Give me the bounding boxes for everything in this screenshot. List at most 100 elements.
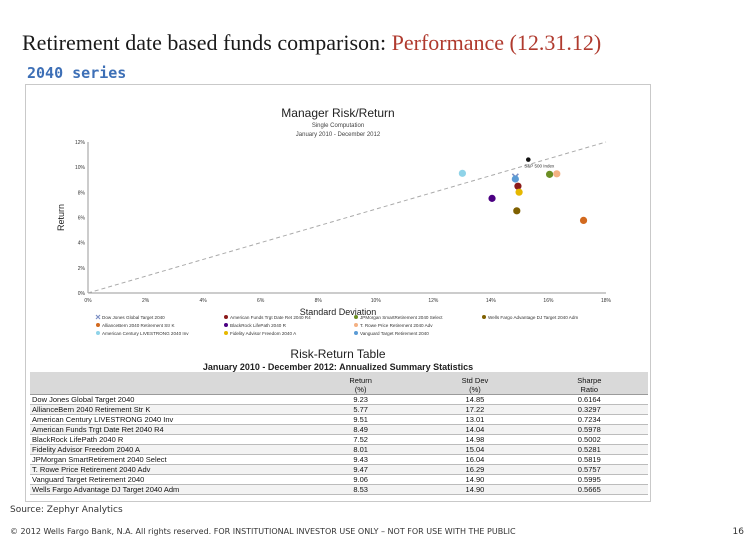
- table-row: Wells Fargo Advantage DJ Target 2040 Adm…: [30, 484, 648, 495]
- y-axis-title: Return: [56, 204, 66, 231]
- data-point-9: [513, 207, 521, 215]
- fund-name-cell: Vanguard Target Retirement 2040: [30, 474, 302, 485]
- data-point-2: [458, 169, 466, 177]
- y-tick-label: 6%: [78, 216, 86, 222]
- return-cell: 5.77: [301, 404, 420, 415]
- fund-name-cell: BlackRock LifePath 2040 R: [30, 434, 302, 445]
- sharpe-cell: 0.3297: [530, 404, 648, 415]
- sharpe-cell: 0.5757: [530, 464, 648, 475]
- legend-label: American Century LIVESTRONG 2040 Inv: [102, 331, 189, 336]
- table-row: Fidelity Advisor Freedom 2040 A 8.01 15.04…: [30, 444, 648, 455]
- legend-marker: [95, 314, 101, 320]
- page-number: 16: [732, 527, 744, 537]
- report-panel: Manager Risk/Return Single Computation Jan…: [25, 84, 651, 502]
- legend-label: Dow Jones Global Target 2040: [102, 315, 165, 320]
- fund-name-cell: Dow Jones Global Target 2040: [30, 394, 302, 405]
- sharpe-cell: 0.5002: [530, 434, 648, 445]
- y-tick-label: 10%: [75, 165, 86, 171]
- fund-name-cell: Wells Fargo Advantage DJ Target 2040 Adm: [30, 484, 302, 495]
- data-point-7: [553, 170, 561, 178]
- sharpe-cell: 0.5665: [530, 484, 648, 495]
- fund-name-cell: American Funds Trgt Date Ret 2040 R4: [30, 424, 302, 435]
- x-tick-label: 16%: [543, 298, 554, 304]
- sharpe-cell: 0.7234: [530, 414, 648, 425]
- chart-title: Manager Risk/Return: [281, 106, 394, 120]
- table-row: Vanguard Target Retirement 2040 9.06 14.90…: [30, 474, 648, 485]
- data-point-1: [579, 216, 588, 224]
- table-header-sharpe: Sharpe Ratio: [530, 372, 648, 395]
- table-row: JPMorgan SmartRetirement 2040 Select 9.43…: [30, 454, 648, 465]
- x-tick-label: 14%: [486, 298, 497, 304]
- data-point-8: [511, 175, 519, 183]
- stddev-cell: 16.29: [419, 464, 531, 475]
- table-subtitle: January 2010 - December 2012: Annualized…: [202, 362, 474, 372]
- x-tick-label: 12%: [428, 298, 439, 304]
- source-note: Source: Zephyr Analytics: [10, 505, 123, 515]
- legend-marker: [96, 331, 100, 335]
- fund-name-cell: JPMorgan SmartRetirement 2040 Select: [30, 454, 302, 465]
- x-tick-label: 18%: [601, 298, 612, 304]
- return-cell: 8.53: [301, 484, 420, 495]
- x-tick-label: 8%: [315, 298, 323, 304]
- return-cell: 9.43: [301, 454, 420, 465]
- table-header-row: Return (%) Std Dev (%) Sharpe Ratio: [30, 372, 648, 395]
- sharpe-cell: 0.6164: [530, 394, 648, 405]
- stddev-cell: 17.22: [419, 404, 531, 415]
- return-cell: 7.52: [301, 434, 420, 445]
- legend-label: AllianceBern 2040 Retirement Str K: [102, 323, 175, 328]
- table-row: T. Rowe Price Retirement 2040 Adv 9.47 16.…: [30, 464, 648, 475]
- x-tick-label: 4%: [199, 298, 207, 304]
- stddev-cell: 15.04: [419, 444, 531, 455]
- x-tick-label: 10%: [371, 298, 382, 304]
- legend-marker: [354, 315, 358, 319]
- return-cell: 8.01: [301, 444, 420, 455]
- table-row: Dow Jones Global Target 2040 9.23 14.85 0.6…: [30, 394, 648, 405]
- table-row: AllianceBern 2040 Retirement Str K 5.77 17…: [30, 404, 648, 415]
- risk-return-scatter-chart: Manager Risk/Return Single Computation Jan…: [56, 106, 612, 336]
- legend-label: BlackRock LifePath 2040 R: [230, 323, 287, 328]
- stddev-cell: 13.01: [419, 414, 531, 425]
- legend-label: JPMorgan SmartRetirement 2040 Select: [360, 315, 443, 320]
- table-title: Risk-Return Table: [290, 347, 386, 361]
- slide-title: Retirement date based funds comparison: …: [22, 30, 601, 56]
- stddev-cell: 14.85: [419, 394, 531, 405]
- legend-label: T. Rowe Price Retirement 2040 Adv: [360, 323, 433, 328]
- table-header-stddev: Std Dev (%): [419, 372, 531, 395]
- legend-label: Wells Fargo Advantage DJ Target 2040 Adm: [488, 315, 578, 320]
- slide-title-accent: Performance (12.31.12): [391, 30, 602, 55]
- x-tick-label: 2%: [142, 298, 150, 304]
- table-row: BlackRock LifePath 2040 R 7.52 14.98 0.5002: [30, 434, 648, 445]
- return-cell: 9.23: [301, 394, 420, 405]
- slide-title-main: Retirement date based funds comparison:: [22, 30, 392, 55]
- return-cell: 9.47: [301, 464, 420, 475]
- risk-return-table: Return (%) Std Dev (%) Sharpe Ratio Dow Jon…: [30, 372, 648, 495]
- data-point-6: [545, 170, 554, 178]
- sharpe-cell: 0.5281: [530, 444, 648, 455]
- legend-marker: [224, 315, 228, 319]
- x-tick-label: 6%: [257, 298, 265, 304]
- copyright-footer: © 2012 Wells Fargo Bank, N.A. All rights…: [10, 527, 516, 536]
- sharpe-cell: 0.5819: [530, 454, 648, 465]
- legend-marker: [354, 323, 358, 327]
- legend-marker: [96, 323, 100, 327]
- stddev-cell: 14.98: [419, 434, 531, 445]
- legend-label: Vanguard Target Retirement 2040: [360, 331, 429, 336]
- reference-point-label: S&P 500 Index: [524, 164, 555, 169]
- chart-subtitle-computation: Single Computation: [312, 123, 364, 129]
- legend-marker: [354, 331, 358, 335]
- y-tick-label: 0%: [78, 291, 86, 297]
- legend-marker: [224, 323, 228, 327]
- stddev-cell: 14.90: [419, 484, 531, 495]
- table-header-return: Return (%): [301, 372, 420, 395]
- fund-name-cell: T. Rowe Price Retirement 2040 Adv: [30, 464, 302, 475]
- y-tick-label: 8%: [78, 190, 86, 196]
- chart-subtitle-period: January 2010 - December 2012: [296, 132, 381, 138]
- legend-label: American Funds Trgt Date Ret 2040 R4: [230, 315, 311, 320]
- data-point-5: [515, 188, 523, 196]
- legend-label: Fidelity Advisor Freedom 2040 A: [230, 331, 297, 336]
- table-row: American Funds Trgt Date Ret 2040 R4 8.49…: [30, 424, 648, 435]
- legend-marker: [482, 315, 486, 319]
- x-axis-title: Standard Deviation: [300, 307, 377, 317]
- legend-marker: [224, 331, 228, 335]
- sharpe-cell: 0.5995: [530, 474, 648, 485]
